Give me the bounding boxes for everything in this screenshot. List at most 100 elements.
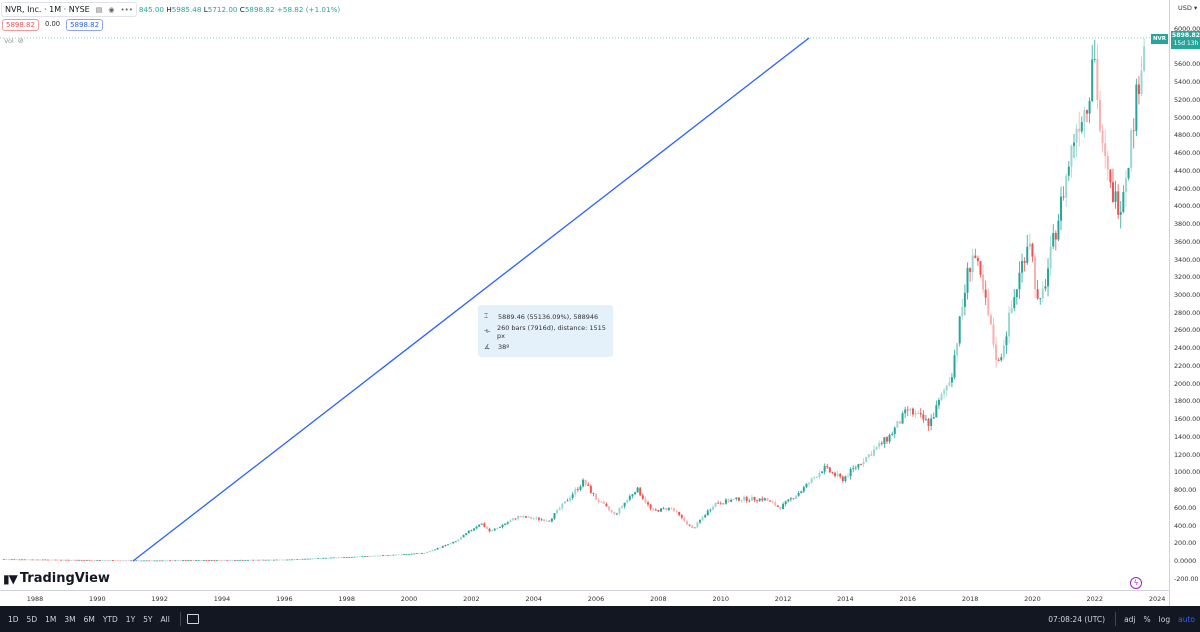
timeframe-3m[interactable]: 3M xyxy=(64,614,76,624)
candle xyxy=(18,559,21,561)
auto-scale-toggle[interactable]: auto xyxy=(1178,614,1195,624)
candle xyxy=(657,509,660,512)
candle xyxy=(717,500,720,504)
candle xyxy=(135,560,138,562)
candle xyxy=(1060,186,1063,231)
percent-toggle[interactable]: % xyxy=(1143,614,1151,624)
candle xyxy=(31,559,34,561)
candle xyxy=(927,417,930,431)
symbol-title[interactable]: NVR, Inc. · 1M · NYSE ▤ ◉ ••• xyxy=(1,2,137,17)
candle xyxy=(270,559,273,561)
timeframe-ytd[interactable]: YTD xyxy=(102,614,118,624)
price-tick: 4400.00 xyxy=(1174,166,1200,175)
candle xyxy=(1080,116,1083,134)
candle xyxy=(836,470,839,478)
candle xyxy=(711,505,714,511)
open-value: 845.00 xyxy=(138,5,165,14)
adj-toggle[interactable]: adj xyxy=(1124,614,1136,624)
time-tick: 1998 xyxy=(338,595,355,603)
candle xyxy=(989,312,992,326)
tradingview-logo[interactable]: ▮▼ TradingView xyxy=(3,571,110,586)
candle xyxy=(317,558,320,559)
hidden-eye-icon[interactable]: ⊘ xyxy=(17,37,24,45)
timeframe-buttons: 1D 5D 1M 3M 6M YTD 1Y 5Y All xyxy=(0,615,174,624)
candle xyxy=(213,560,216,561)
close-value: 5898.82 xyxy=(244,5,275,14)
candle xyxy=(844,475,847,483)
timeframe-all[interactable]: All xyxy=(160,614,170,624)
candle xyxy=(672,507,675,512)
candle xyxy=(826,463,829,470)
timeframe-1m[interactable]: 1M xyxy=(45,614,57,624)
lightning-icon[interactable]: ϟ xyxy=(1130,577,1142,589)
candle xyxy=(992,317,995,349)
price-tick: 2600.00 xyxy=(1174,326,1200,335)
candle xyxy=(1143,38,1146,72)
candle xyxy=(847,473,850,477)
price-tick: 5400.00 xyxy=(1174,78,1200,87)
candle xyxy=(1127,167,1130,181)
eye-icon[interactable]: ◉ xyxy=(108,5,115,14)
more-options-icon[interactable]: ••• xyxy=(120,5,133,14)
time-tick: 1994 xyxy=(213,595,231,603)
candle xyxy=(821,471,824,474)
candle xyxy=(161,560,164,562)
candle xyxy=(288,559,291,561)
candlestick-chart[interactable] xyxy=(0,0,1169,590)
price-tick: 1000.00 xyxy=(1174,468,1200,477)
currency-selector[interactable]: USD ▾ xyxy=(1178,4,1197,12)
candle xyxy=(13,559,16,561)
price-tick: 200.00 xyxy=(1174,539,1197,548)
candle xyxy=(366,556,369,557)
log-toggle[interactable]: log xyxy=(1158,614,1171,624)
candle xyxy=(979,260,982,278)
candle xyxy=(823,463,826,475)
candle xyxy=(784,500,787,507)
candle xyxy=(545,519,548,522)
candle xyxy=(337,557,340,559)
candle xyxy=(117,560,120,562)
sell-price-button[interactable]: 5898.82 xyxy=(2,19,39,31)
candle xyxy=(522,514,525,518)
candle xyxy=(872,445,875,457)
candle xyxy=(587,482,590,487)
candle xyxy=(623,502,626,509)
candle xyxy=(371,555,374,557)
candle xyxy=(922,410,925,424)
time-tick: 2024 xyxy=(1148,595,1166,603)
candle xyxy=(865,456,868,463)
candle xyxy=(984,280,987,306)
price-tick: 4200.00 xyxy=(1174,184,1200,193)
candle xyxy=(1096,44,1099,110)
candle xyxy=(236,560,239,561)
candle xyxy=(1005,331,1008,354)
candle xyxy=(114,560,117,562)
candle xyxy=(543,518,546,523)
candle xyxy=(997,358,1000,361)
timeframe-5y[interactable]: 5Y xyxy=(143,614,153,624)
candle xyxy=(478,524,481,528)
utc-clock[interactable]: 07:08:24 (UTC) xyxy=(1048,614,1106,624)
price-axis[interactable]: USD ▾ 6000.00 5600.00 5400.00 5200.00 5000.0… xyxy=(1169,0,1200,606)
candle xyxy=(787,499,790,503)
candle xyxy=(202,560,205,561)
date-range-icon[interactable] xyxy=(186,614,199,624)
candle xyxy=(839,472,842,479)
candle xyxy=(459,536,462,540)
candle xyxy=(706,509,709,516)
chart-style-icon[interactable]: ▤ xyxy=(95,5,103,14)
candle xyxy=(532,517,535,520)
candle xyxy=(59,559,62,561)
chart-pane[interactable]: NVR, Inc. · 1M · NYSE ▤ ◉ ••• 845.00 H59… xyxy=(0,0,1169,590)
time-tick: 2000 xyxy=(400,595,418,603)
buy-price-button[interactable]: 5898.82 xyxy=(66,19,104,31)
timeframe-1y[interactable]: 1Y xyxy=(125,614,136,624)
angle-icon: ∡ xyxy=(484,342,491,351)
candle xyxy=(221,560,224,561)
timeframe-1d[interactable]: 1D xyxy=(8,614,19,624)
candle xyxy=(291,559,294,561)
time-axis[interactable]: 1988 1990 1992 1994 1996 1998 2000 2002 2004 2006… xyxy=(0,590,1169,606)
candle xyxy=(49,559,52,561)
timeframe-5d[interactable]: 5D xyxy=(26,614,38,624)
timeframe-6m[interactable]: 6M xyxy=(83,614,95,624)
